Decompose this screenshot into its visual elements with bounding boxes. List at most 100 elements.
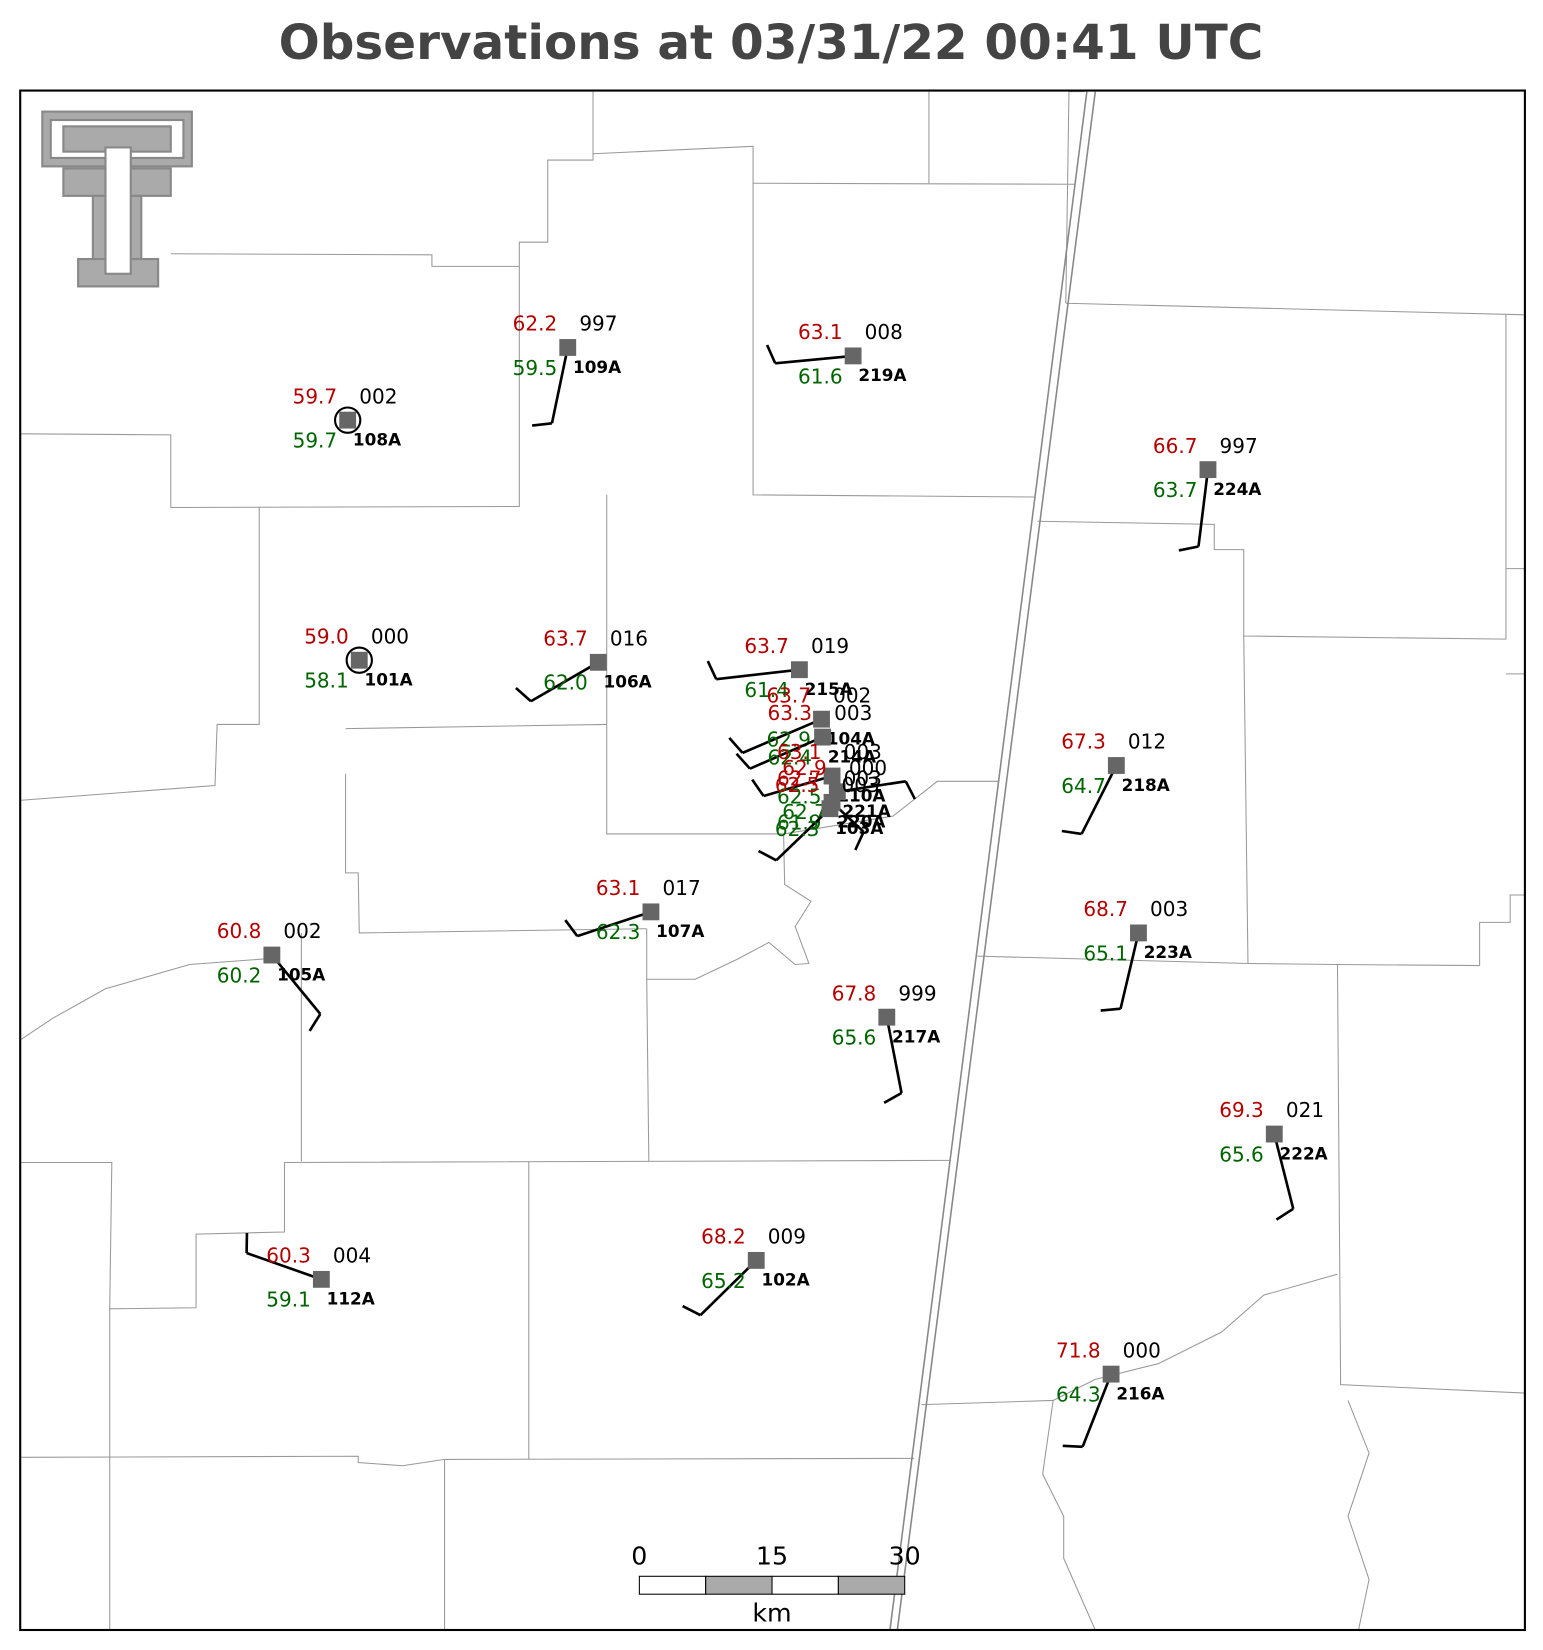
station-id: 109A bbox=[573, 357, 621, 377]
wind-barb-tick bbox=[682, 1304, 702, 1317]
station: 68.7 003 65.1 223A bbox=[1083, 897, 1192, 1012]
dewpoint: 64.7 bbox=[1061, 774, 1106, 798]
dewpoint: 62.3 bbox=[775, 817, 820, 841]
station-id: 112A bbox=[327, 1289, 375, 1309]
temperature: 62.5 bbox=[775, 773, 820, 797]
wind-barb-tick bbox=[883, 1091, 903, 1104]
station-id: 101A bbox=[365, 669, 413, 689]
wind-barb bbox=[699, 1259, 758, 1317]
logo bbox=[41, 110, 193, 288]
wind-barb bbox=[1119, 932, 1140, 1010]
station: 60.3 004 59.1 112A bbox=[245, 1233, 375, 1312]
temperature: 62.2 bbox=[513, 312, 558, 336]
station-marker bbox=[1199, 461, 1217, 479]
dewpoint: 64.3 bbox=[1056, 1382, 1101, 1406]
temperature: 69.3 bbox=[1219, 1098, 1264, 1122]
temperature: 62.9 bbox=[782, 756, 827, 780]
temperature: 71.8 bbox=[1056, 1338, 1101, 1362]
station-marker bbox=[559, 339, 577, 356]
temperature: 67.3 bbox=[1061, 730, 1106, 754]
calm-circle bbox=[345, 646, 373, 674]
pressure: 016 bbox=[610, 626, 648, 650]
pressure: 019 bbox=[811, 634, 849, 658]
map-frame bbox=[19, 89, 1526, 1632]
station-marker bbox=[1107, 757, 1125, 774]
wind-barb bbox=[775, 354, 854, 365]
station: 62.2 997 59.5 109A bbox=[513, 312, 621, 427]
station: 63.1 017 62.3 107A bbox=[564, 876, 704, 944]
calm-circle bbox=[333, 406, 362, 434]
station-id: 220A bbox=[837, 812, 885, 832]
station-id: 222A bbox=[1280, 1143, 1328, 1163]
station-id: 214A bbox=[828, 746, 876, 766]
dewpoint: 59.7 bbox=[293, 429, 338, 453]
station-id: 218A bbox=[1122, 775, 1170, 795]
dewpoint: 65.6 bbox=[1219, 1142, 1264, 1166]
station-id: 108A bbox=[353, 429, 401, 449]
dewpoint: 62.3 bbox=[596, 920, 641, 944]
temperature: 59.7 bbox=[293, 384, 338, 408]
temperature: 60.8 bbox=[217, 919, 262, 943]
station-id: 223A bbox=[1144, 942, 1192, 962]
pressure: 004 bbox=[333, 1244, 371, 1268]
wind-barb bbox=[1273, 1133, 1295, 1210]
dewpoint: 59.5 bbox=[513, 356, 558, 380]
pressure: 002 bbox=[833, 683, 871, 707]
wind-barb-tick bbox=[904, 780, 917, 800]
station-marker bbox=[790, 661, 808, 679]
station-id: 221A bbox=[843, 801, 891, 821]
county-lines bbox=[20, 91, 1525, 1631]
wind-barb bbox=[550, 347, 570, 424]
wind-barb-tick bbox=[757, 849, 777, 862]
pressure: 021 bbox=[1286, 1098, 1324, 1122]
station-id: 216A bbox=[1116, 1383, 1164, 1403]
wind-barb-tick bbox=[1062, 1444, 1083, 1449]
station-id: 224A bbox=[1213, 479, 1261, 499]
station: 60.8 002 60.2 105A bbox=[217, 919, 325, 1032]
station: 63.3 003 62.4 214A bbox=[735, 701, 876, 770]
dewpoint: 61.4 bbox=[744, 678, 789, 702]
pressure: 000 bbox=[371, 624, 409, 648]
temperature: 66.7 bbox=[1153, 434, 1198, 458]
station: 59.0 000 58.1 101A bbox=[304, 624, 412, 692]
wind-barb bbox=[885, 1016, 903, 1094]
wind-barb-tick bbox=[1061, 829, 1082, 836]
wind-barb bbox=[775, 807, 831, 862]
station: 71.8 000 64.3 216A bbox=[1056, 1338, 1165, 1449]
pressure: 999 bbox=[898, 981, 936, 1005]
dewpoint: 62.0 bbox=[543, 671, 588, 695]
station-marker bbox=[1102, 1365, 1120, 1383]
station-marker bbox=[589, 653, 607, 671]
wind-barb-tick bbox=[765, 344, 777, 364]
station-id: 215A bbox=[805, 679, 853, 699]
station-marker bbox=[350, 651, 368, 669]
temperature: 68.7 bbox=[1083, 897, 1128, 921]
station-marker bbox=[747, 1251, 765, 1269]
wind-barb bbox=[837, 780, 906, 794]
pressure: 009 bbox=[768, 1225, 806, 1249]
station-marker bbox=[823, 767, 841, 785]
temperature: 68.2 bbox=[701, 1225, 746, 1249]
wind-barb bbox=[749, 735, 824, 770]
wind-barb bbox=[1081, 1373, 1113, 1448]
station: 62.5 003 62.3 103A bbox=[757, 773, 883, 862]
temperature: 62.7 bbox=[777, 767, 822, 791]
pressure: 002 bbox=[283, 919, 321, 943]
temperature: 63.1 bbox=[798, 320, 843, 344]
wind-barb-tick bbox=[515, 687, 532, 703]
temperature: 63.7 bbox=[543, 626, 588, 650]
station-id: 219A bbox=[858, 365, 906, 385]
wind-barb-tick bbox=[308, 1013, 322, 1032]
station-marker bbox=[642, 903, 660, 921]
station: 63.7 002 62.9 104A bbox=[728, 683, 875, 755]
dewpoint: 65.1 bbox=[1083, 941, 1128, 965]
station-marker bbox=[878, 1008, 896, 1026]
dewpoint: 61.6 bbox=[798, 364, 843, 388]
temperature: 63.3 bbox=[768, 701, 813, 725]
scale-unit: km bbox=[752, 1599, 791, 1628]
pressure: 017 bbox=[663, 876, 701, 900]
scale-label: 0 bbox=[631, 1542, 647, 1571]
wind-barb-tick bbox=[531, 421, 553, 427]
